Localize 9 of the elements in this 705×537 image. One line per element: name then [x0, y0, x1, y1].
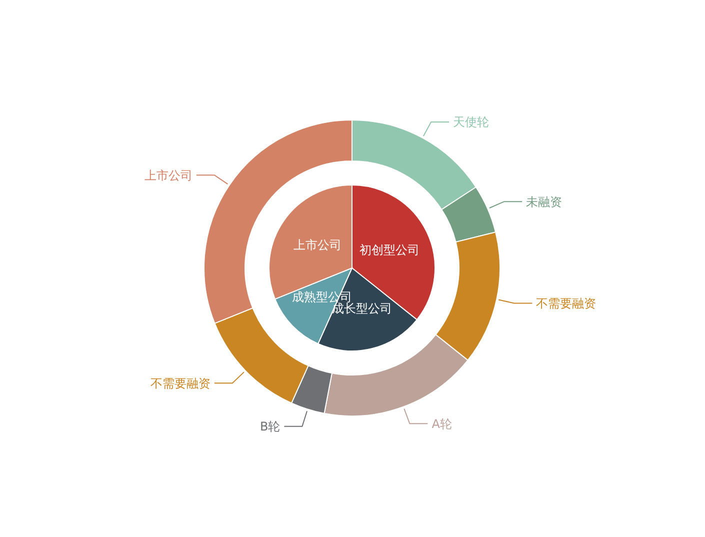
- slice-label: 初创型公司: [359, 243, 420, 258]
- slice-label: B轮: [260, 420, 280, 434]
- slice-label: 上市公司: [144, 168, 192, 182]
- slice-label: 不需要融资: [536, 296, 596, 310]
- slice-label: 不需要融资: [150, 376, 210, 390]
- slice-label: 天使轮: [453, 115, 490, 130]
- slice-label: A轮: [432, 416, 452, 431]
- slice-label: 上市公司: [294, 238, 342, 252]
- slice-label: 未融资: [526, 194, 562, 209]
